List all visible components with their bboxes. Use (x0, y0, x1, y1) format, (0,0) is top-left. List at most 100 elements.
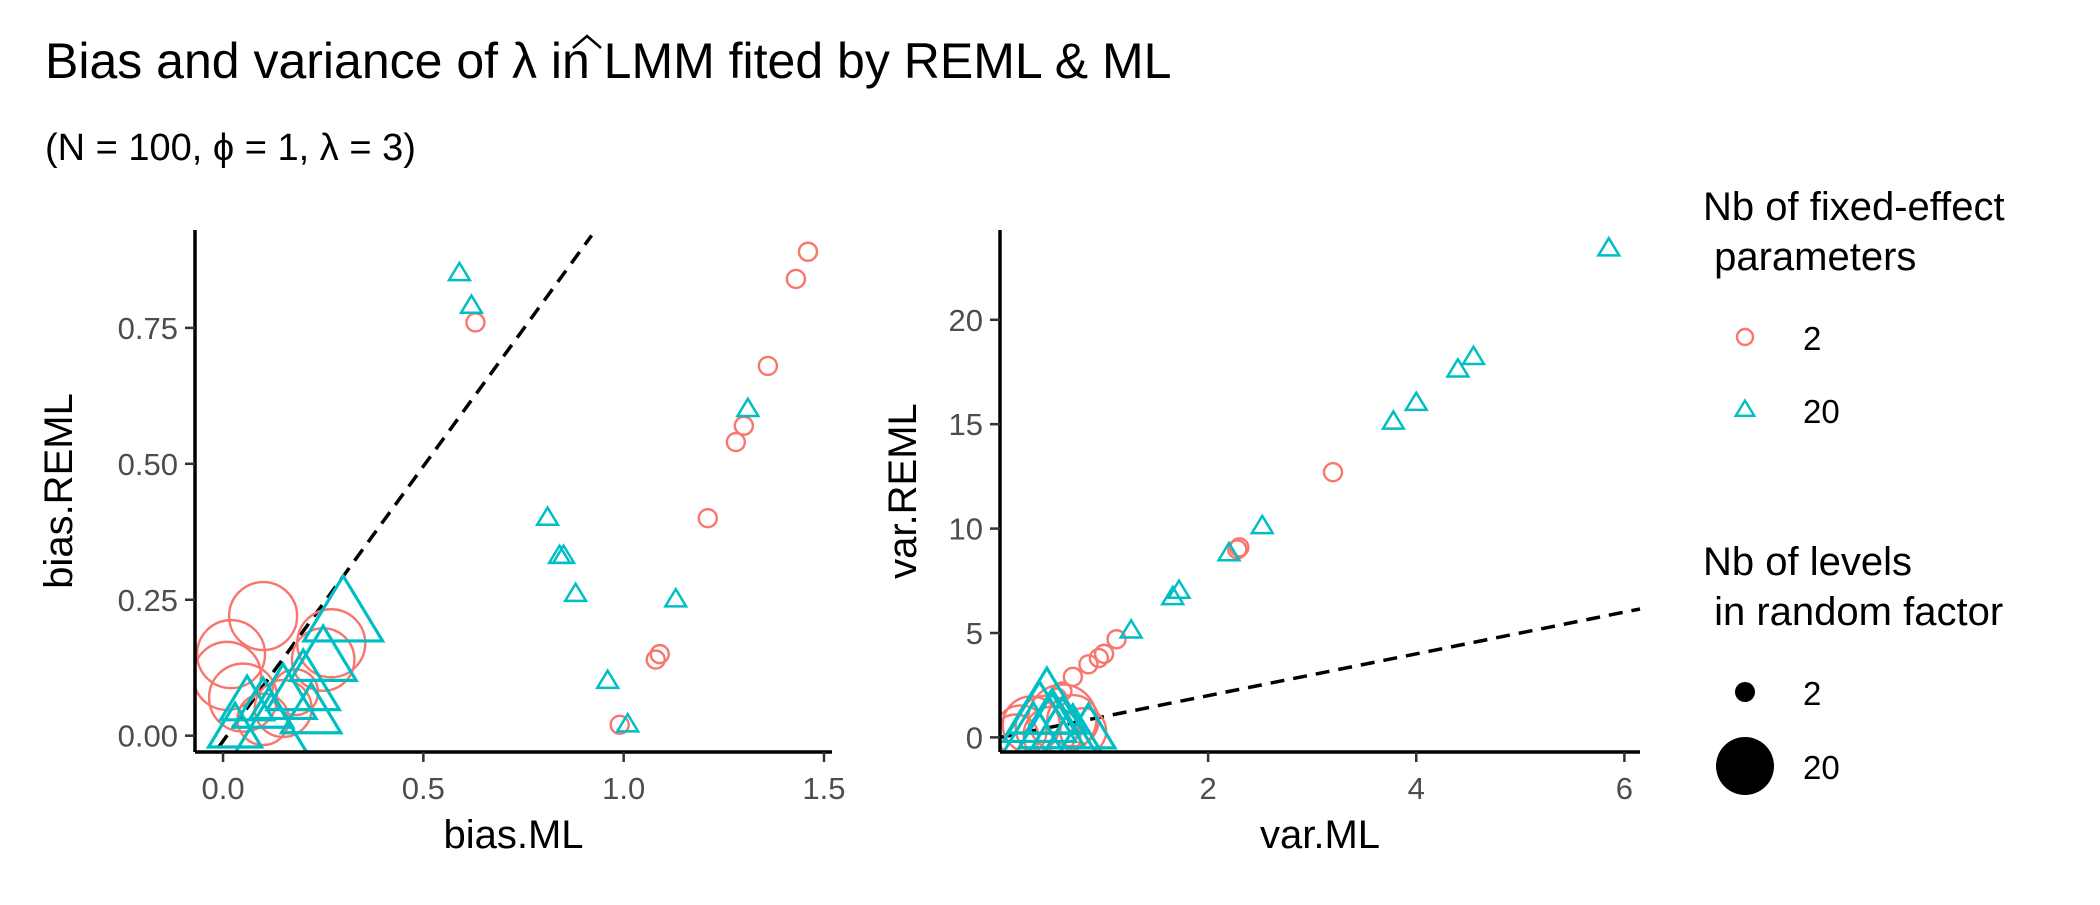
x-tick-label: 4 (1408, 771, 1425, 806)
data-point (797, 241, 819, 262)
data-point (1118, 617, 1144, 639)
triangle-legend-key (1733, 398, 1757, 418)
data-point (205, 700, 265, 749)
plot-area (195, 234, 819, 752)
x-tick-label: 0.5 (402, 771, 445, 806)
y-tick-label: 15 (949, 407, 983, 442)
data-point (227, 580, 299, 652)
series-20 (205, 260, 761, 752)
legend-shape-label: 2 (1803, 320, 1821, 357)
x-tick-label: 1.0 (602, 771, 645, 806)
y-tick-label: 5 (966, 616, 983, 651)
y-tick-label: 0.75 (118, 311, 178, 346)
series-20 (1000, 235, 1622, 752)
data-point (609, 714, 630, 736)
data-point (301, 572, 386, 643)
legend-shape-label: 20 (1803, 393, 1840, 430)
legend-size-items: 2 20 (1716, 675, 1840, 795)
data-point (264, 646, 343, 712)
data-point (1322, 462, 1344, 483)
plot-area (1000, 235, 1641, 752)
legend-shape-items: 2 20 (1733, 320, 1840, 430)
data-point (296, 608, 367, 679)
panel-bias: 0.0 0.5 1.0 1.5 0.00 0.25 0.50 0.75 bias.ML bias.… (37, 230, 846, 857)
x-tick-label: 0.0 (201, 771, 244, 806)
data-point (278, 680, 344, 735)
data-point (1249, 513, 1275, 535)
reference-dashed-line (217, 234, 594, 748)
legend-size-title-line1: Nb of levels (1703, 540, 1912, 584)
data-point (233, 690, 309, 752)
y-tick-label: 0.00 (118, 719, 178, 754)
subtitle-post: = 3) (339, 127, 416, 169)
lambda-hat-accent (572, 34, 602, 49)
data-point (1160, 584, 1186, 606)
data-point (725, 431, 747, 453)
data-point (1042, 701, 1104, 752)
title-post: in LMM fited by REML & ML (537, 33, 1171, 89)
legend-size-title-line2: in random factor (1703, 590, 2003, 634)
data-point (735, 396, 761, 418)
data-point (785, 268, 807, 290)
data-point (1380, 409, 1406, 430)
data-point (1106, 629, 1127, 650)
title-pre: Bias and variance of (45, 33, 512, 89)
data-point (595, 668, 621, 690)
x-tick-label: 6 (1616, 771, 1633, 806)
data-point (1093, 643, 1115, 665)
data-point (1460, 344, 1487, 366)
subtitle-lambda: λ (320, 127, 339, 169)
data-point (757, 355, 779, 377)
data-point (1059, 701, 1118, 750)
size-legend-key (1735, 682, 1755, 702)
data-point (465, 312, 486, 333)
data-point (697, 507, 719, 529)
legend-shape-title-line2: parameters (1703, 235, 1916, 279)
data-point (1078, 654, 1099, 675)
data-point (1000, 704, 1048, 752)
data-point (645, 649, 666, 670)
data-point (458, 293, 485, 314)
data-point (562, 581, 589, 603)
title-lambda: λ (512, 33, 537, 89)
y-axis-label: bias.REML (37, 393, 81, 589)
legend: Nb of fixed-effect parameters 2 20 Nb of … (1703, 185, 2005, 795)
legend-size-label: 20 (1803, 749, 1840, 786)
y-tick-label: 0 (966, 720, 983, 755)
subtitle-phi: ϕ (213, 127, 234, 169)
x-axis-label: var.ML (1260, 813, 1380, 857)
data-point (1403, 390, 1429, 412)
y-tick-label: 20 (949, 303, 983, 338)
data-point (615, 711, 641, 733)
x-axis-label: bias.ML (443, 813, 583, 857)
data-point (1022, 686, 1082, 735)
y-axis-label: var.REML (881, 403, 925, 579)
series-2 (1000, 462, 1344, 752)
data-point (663, 586, 689, 608)
data-point (649, 643, 670, 665)
x-tick-label: 2 (1200, 771, 1217, 806)
data-point (1088, 647, 1110, 669)
circle-legend-key (1735, 327, 1755, 347)
y-tick-label: 10 (949, 512, 983, 547)
y-tick-label: 0.50 (118, 447, 178, 482)
data-point (247, 660, 319, 721)
subtitle-mid: = 1, (234, 127, 320, 169)
legend-size-label: 2 (1803, 675, 1821, 712)
data-point (195, 618, 267, 690)
subtitle-pre: (N = 100, (45, 127, 213, 169)
panel-variance: 2 4 6 0 5 10 15 20 var.ML var.REML (881, 230, 1641, 857)
x-tick-label: 1.5 (802, 771, 845, 806)
data-point (1216, 540, 1242, 562)
data-point (1000, 678, 1079, 744)
legend-shape-title-line1: Nb of fixed-effect (1703, 185, 2005, 229)
data-point (1016, 690, 1088, 750)
data-point (1445, 356, 1471, 378)
size-legend-key (1716, 737, 1774, 795)
chart-subtitle: (N = 100, ϕ = 1, λ = 3) (45, 127, 416, 169)
data-point (217, 672, 277, 722)
data-point (446, 260, 473, 282)
chart-title: Bias and variance of λ in LMM fited by R… (45, 33, 1171, 89)
